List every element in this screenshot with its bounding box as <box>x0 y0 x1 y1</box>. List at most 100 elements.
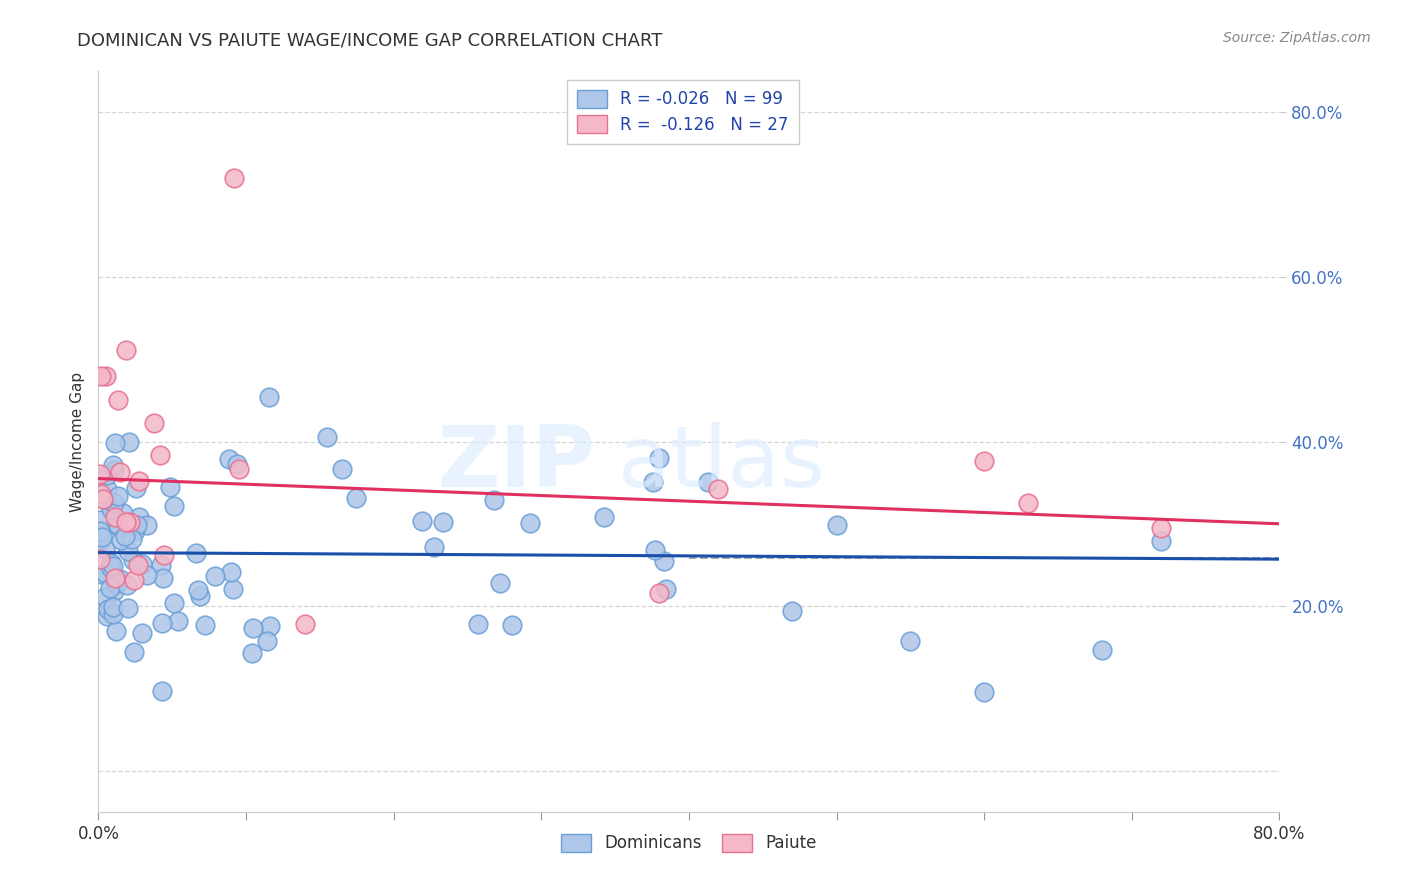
Point <box>152 571 174 585</box>
Point <box>973 685 995 699</box>
Point <box>131 558 153 572</box>
Point <box>105 576 128 591</box>
Point <box>782 604 804 618</box>
Point <box>519 516 541 530</box>
Point <box>117 435 139 450</box>
Point <box>316 430 339 444</box>
Point <box>97 602 120 616</box>
Point <box>104 571 127 585</box>
Point <box>93 492 115 507</box>
Point <box>825 517 848 532</box>
Point <box>90 567 112 582</box>
Point <box>107 393 129 408</box>
Point <box>98 581 121 595</box>
Point <box>90 487 112 501</box>
Point <box>159 479 181 493</box>
Point <box>1150 521 1173 535</box>
Point <box>128 474 150 488</box>
Point <box>121 552 143 566</box>
Point <box>108 573 131 587</box>
Legend: Dominicans, Paiute: Dominicans, Paiute <box>554 827 824 859</box>
Point <box>101 607 124 621</box>
Point <box>482 493 505 508</box>
Point <box>652 554 675 568</box>
Point <box>188 589 211 603</box>
Point <box>648 586 671 600</box>
Point <box>593 509 616 524</box>
Point <box>100 556 122 570</box>
Point <box>187 582 209 597</box>
Point <box>117 543 139 558</box>
Point <box>89 467 111 481</box>
Point <box>467 617 489 632</box>
Point <box>259 619 281 633</box>
Point <box>104 624 127 639</box>
Point <box>162 596 184 610</box>
Point <box>648 450 671 465</box>
Point <box>103 463 125 477</box>
Point <box>1018 496 1040 510</box>
Point <box>115 515 138 529</box>
Point <box>194 618 217 632</box>
Point <box>128 509 150 524</box>
Point <box>149 448 172 462</box>
Point <box>900 634 922 648</box>
Point <box>89 524 111 538</box>
Point <box>90 369 112 384</box>
Point <box>104 435 127 450</box>
Point <box>105 574 128 589</box>
Point <box>432 516 454 530</box>
Point <box>124 645 146 659</box>
Point <box>162 499 184 513</box>
Point <box>122 573 145 587</box>
Point <box>91 530 114 544</box>
Point <box>94 566 117 580</box>
Point <box>257 390 280 404</box>
Point <box>707 482 730 496</box>
Point <box>104 575 127 590</box>
Point <box>110 533 132 547</box>
Point <box>101 458 124 472</box>
Point <box>103 584 125 599</box>
Point <box>89 552 111 566</box>
Point <box>96 467 118 482</box>
Point <box>242 621 264 635</box>
Point <box>93 591 115 605</box>
Text: Source: ZipAtlas.com: Source: ZipAtlas.com <box>1223 31 1371 45</box>
Point <box>89 513 111 527</box>
Point <box>91 492 114 507</box>
Point <box>150 615 173 630</box>
Point <box>104 510 127 524</box>
Point <box>167 614 190 628</box>
Point <box>228 462 250 476</box>
Point <box>105 577 128 591</box>
Point <box>136 567 159 582</box>
Point <box>221 582 243 596</box>
Y-axis label: Wage/Income Gap: Wage/Income Gap <box>70 371 86 512</box>
Point <box>115 578 138 592</box>
Point <box>153 548 176 562</box>
Point <box>117 601 139 615</box>
Point <box>256 633 278 648</box>
Text: ZIP: ZIP <box>437 422 595 505</box>
Point <box>654 582 676 597</box>
Point <box>489 576 512 591</box>
Point <box>107 518 129 533</box>
Point <box>96 482 118 496</box>
Point <box>96 609 118 624</box>
Point <box>120 515 142 529</box>
Point <box>150 683 173 698</box>
Point <box>124 524 146 538</box>
Point <box>94 542 117 557</box>
Point <box>100 500 122 514</box>
Point <box>219 565 242 579</box>
Point <box>501 617 523 632</box>
Point <box>643 475 665 489</box>
Point <box>103 496 125 510</box>
Point <box>103 559 125 574</box>
Point <box>330 462 353 476</box>
Point <box>121 532 143 546</box>
Point <box>111 506 134 520</box>
Point <box>115 343 138 358</box>
Point <box>94 368 117 383</box>
